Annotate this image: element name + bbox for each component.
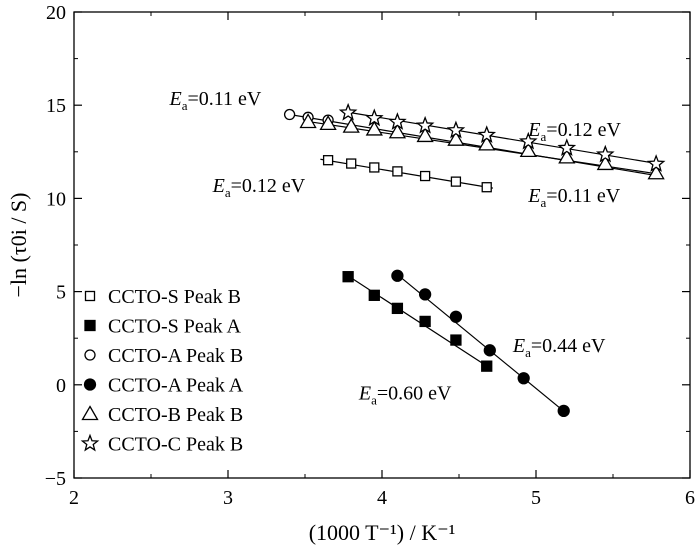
legend-entry-label: CCTO-A Peak A bbox=[108, 375, 244, 397]
y-tick-label: 15 bbox=[46, 95, 66, 117]
data-point bbox=[369, 162, 380, 173]
data-point bbox=[478, 135, 496, 151]
y-tick-label: −5 bbox=[45, 468, 66, 490]
y-tick-label: 0 bbox=[56, 375, 66, 397]
activation-energy-label: Ea=0.12 eV bbox=[527, 119, 621, 144]
series-ccto-a-peak-a bbox=[391, 269, 570, 418]
activation-energy-label: Ea=0.11 eV bbox=[527, 185, 620, 210]
legend: CCTO-S Peak B CCTO-S Peak A CCTO-A Peak B C… bbox=[80, 286, 244, 456]
data-point bbox=[447, 130, 465, 146]
data-point bbox=[392, 166, 403, 177]
data-point bbox=[477, 125, 497, 143]
data-point bbox=[481, 360, 493, 372]
data-point bbox=[450, 334, 462, 346]
data-point bbox=[346, 158, 357, 169]
x-tick-label: 2 bbox=[69, 487, 79, 509]
data-point bbox=[418, 288, 432, 301]
y-tick-label: 10 bbox=[46, 188, 66, 210]
data-point bbox=[299, 113, 317, 129]
legend-marker bbox=[81, 405, 99, 421]
legend-entry-label: CCTO-B Peak B bbox=[108, 404, 243, 426]
legend-marker bbox=[84, 290, 96, 302]
data-point bbox=[342, 271, 354, 283]
y-tick-label: 20 bbox=[46, 2, 66, 24]
legend-marker bbox=[84, 319, 96, 332]
data-point bbox=[517, 372, 530, 385]
data-point bbox=[446, 120, 466, 139]
data-point bbox=[449, 310, 463, 323]
legend-marker bbox=[80, 433, 100, 452]
y-tick-label: 5 bbox=[56, 282, 66, 304]
activation-energy-label: Ea=0.44 eV bbox=[512, 335, 606, 360]
data-point bbox=[368, 289, 380, 301]
data-point bbox=[338, 102, 358, 121]
data-point bbox=[322, 155, 334, 166]
data-point bbox=[518, 131, 538, 150]
data-point bbox=[558, 148, 576, 164]
data-point bbox=[483, 344, 496, 357]
data-point bbox=[319, 115, 337, 130]
legend-entry-label: CCTO-S Peak A bbox=[108, 316, 242, 338]
data-point bbox=[388, 123, 407, 139]
y-axis-label: −ln (τ0i / S) bbox=[6, 193, 31, 298]
x-tick-label: 4 bbox=[377, 487, 387, 509]
data-point bbox=[388, 112, 407, 130]
series-ccto-c-peak-b bbox=[338, 102, 666, 172]
legend-entry-label: CCTO-C Peak B bbox=[108, 434, 243, 456]
data-point bbox=[416, 127, 434, 143]
activation-energy-label: Ea=0.60 eV bbox=[358, 383, 452, 408]
fit-line bbox=[344, 273, 491, 369]
data-point bbox=[391, 302, 404, 315]
data-point bbox=[646, 154, 666, 172]
series-ccto-s-peak-a bbox=[342, 271, 493, 372]
legend-marker bbox=[83, 378, 97, 391]
data-point bbox=[419, 315, 431, 328]
activation-energy-label: Ea=0.12 eV bbox=[212, 175, 306, 200]
series-ccto-b-peak-b bbox=[299, 113, 665, 180]
data-point bbox=[557, 404, 570, 418]
data-point bbox=[557, 138, 577, 157]
data-point bbox=[647, 164, 665, 180]
legend-entry-label: CCTO-S Peak B bbox=[108, 286, 241, 308]
data-point bbox=[391, 269, 404, 282]
x-tick-label: 5 bbox=[531, 487, 541, 509]
data-point bbox=[364, 108, 384, 127]
data-point bbox=[415, 115, 435, 134]
data-point bbox=[595, 144, 615, 163]
x-tick-label: 3 bbox=[223, 487, 233, 509]
legend-marker bbox=[84, 349, 96, 361]
activation-energy-label: Ea=0.11 eV bbox=[168, 88, 261, 113]
data-point bbox=[450, 176, 462, 187]
data-point bbox=[365, 120, 383, 136]
x-axis-label: (1000 T⁻¹) / K⁻¹ bbox=[309, 520, 456, 545]
data-point bbox=[283, 108, 296, 121]
data-point bbox=[419, 170, 431, 182]
x-tick-label: 6 bbox=[685, 487, 695, 509]
data-point bbox=[519, 142, 537, 158]
data-point bbox=[596, 155, 614, 171]
series-ccto-s-peak-b bbox=[322, 155, 492, 193]
legend-entry-label: CCTO-A Peak B bbox=[108, 345, 243, 367]
data-point bbox=[342, 117, 360, 133]
data-point bbox=[481, 182, 492, 193]
